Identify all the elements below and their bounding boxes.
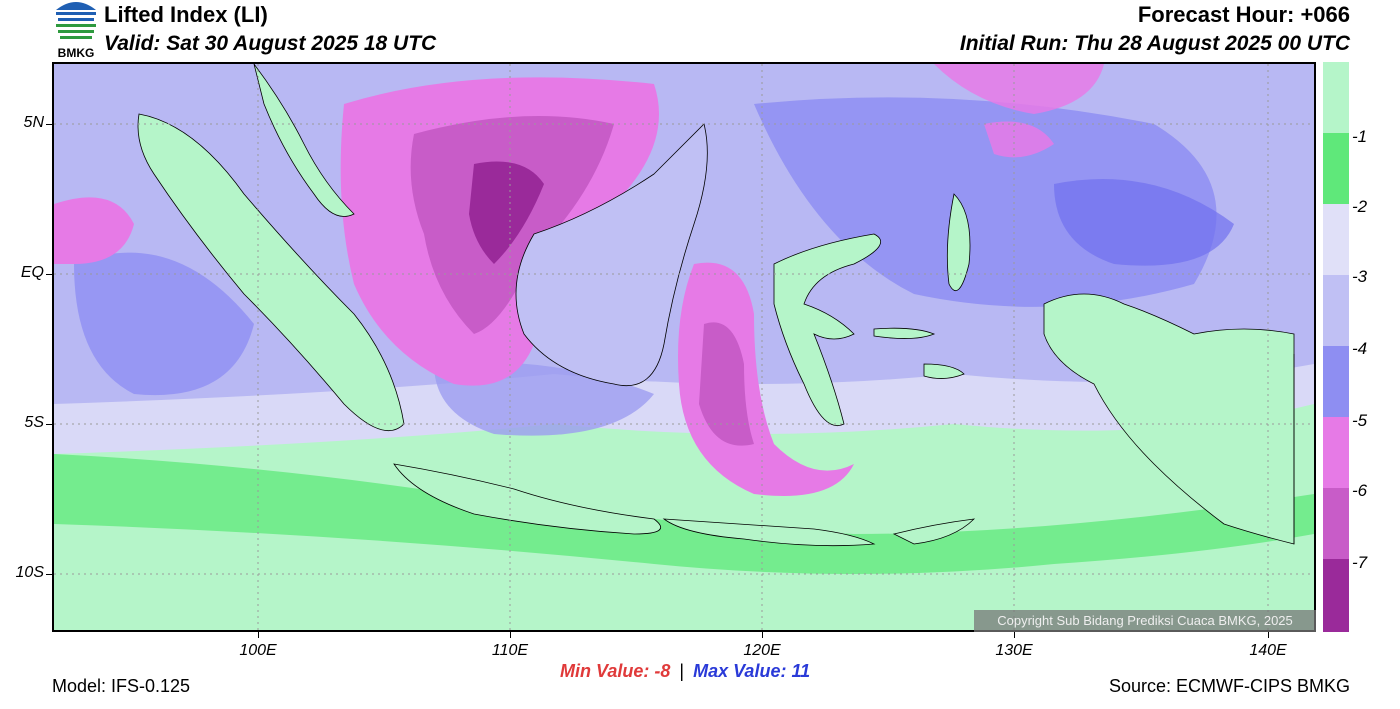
lat-label-eq: EQ (20, 264, 44, 281)
colorbar-label: -6 (1352, 481, 1368, 500)
source-info: Source: ECMWF-CIPS BMKG (1108, 676, 1350, 696)
copyright-notice: Copyright Sub Bidang Prediksi Cuaca BMKG… (974, 610, 1316, 632)
map-title: Lifted Index (LI) (104, 2, 268, 27)
lat-tick (46, 574, 52, 575)
lifted-index-field (54, 64, 1314, 630)
lon-label-110e: 110E (491, 642, 529, 659)
colorbar-label: -5 (1352, 411, 1368, 430)
lat-tick (46, 274, 52, 275)
lon-label-140e: 140E (1249, 642, 1287, 659)
colorbar-label: -1 (1352, 127, 1368, 146)
lon-tick (258, 632, 259, 638)
value-separator: | (679, 661, 685, 681)
lon-label-130e: 130E (995, 642, 1033, 659)
colorbar-segment (1323, 417, 1349, 488)
map-panel (52, 62, 1316, 632)
colorbar-segment (1323, 559, 1349, 632)
model-info: Model: IFS-0.125 (52, 676, 191, 696)
bmkg-logo (52, 0, 100, 60)
colorbar-label: -4 (1352, 339, 1368, 358)
colorbar (1323, 62, 1349, 632)
min-max-values: Min Value: -8 | Max Value: 11 (560, 661, 810, 682)
logo-text: BMKG (57, 46, 95, 60)
colorbar-segment (1323, 204, 1349, 275)
colorbar-segment (1323, 133, 1349, 204)
valid-time: Valid: Sat 30 August 2025 18 UTC (104, 32, 437, 55)
lat-tick (46, 124, 52, 125)
colorbar-segment (1323, 62, 1349, 133)
lon-label-120e: 120E (743, 642, 781, 659)
lat-label-5n: 5N (23, 114, 44, 131)
lon-tick (762, 632, 763, 638)
lon-tick (1268, 632, 1269, 638)
lat-label-10s: 10S (15, 564, 44, 581)
colorbar-label: -3 (1352, 267, 1368, 286)
min-value: Min Value: -8 (560, 661, 671, 681)
colorbar-segment (1323, 275, 1349, 346)
colorbar-segment (1323, 488, 1349, 559)
max-value: Max Value: 11 (693, 661, 811, 681)
lat-label-5s: 5S (24, 414, 44, 431)
initial-run: Initial Run: Thu 28 August 2025 00 UTC (959, 32, 1350, 55)
lon-tick (510, 632, 511, 638)
lon-tick (1014, 632, 1015, 638)
colorbar-label: -7 (1352, 553, 1368, 572)
forecast-hour: Forecast Hour: +066 (1137, 2, 1350, 27)
colorbar-label: -2 (1352, 197, 1368, 216)
colorbar-segment (1323, 346, 1349, 417)
lat-tick (46, 424, 52, 425)
lon-label-100e: 100E (239, 642, 277, 659)
